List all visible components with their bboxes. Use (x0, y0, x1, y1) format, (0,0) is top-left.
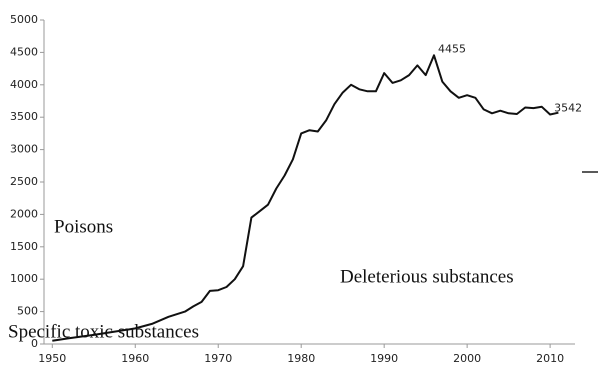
y-tick-label: 4500 (10, 45, 38, 58)
y-tick-label: 0 (31, 337, 38, 350)
x-tick-label: 1960 (121, 352, 149, 365)
data-label: 3542 (554, 101, 582, 114)
series-line (52, 54, 559, 342)
y-tick-label: 4000 (10, 78, 38, 91)
y-tick-label: 1500 (10, 240, 38, 253)
y-tick-label: 5000 (10, 13, 38, 26)
data-label: 4455 (438, 42, 466, 55)
x-tick-label: 2000 (453, 352, 481, 365)
x-tick-label: 1950 (38, 352, 66, 365)
annotation: Deleterious substances (340, 266, 514, 287)
x-tick-label: 2010 (536, 352, 564, 365)
x-tick-label: 1970 (204, 352, 232, 365)
y-tick-label: 3500 (10, 110, 38, 123)
annotation: Specific toxic substances (8, 321, 199, 342)
x-tick-label: 1990 (370, 352, 398, 365)
annotation: Poisons (54, 216, 113, 237)
x-tick-label: 1980 (287, 352, 315, 365)
y-tick-label: 1000 (10, 272, 38, 285)
y-tick-label: 3000 (10, 143, 38, 156)
y-tick-label: 2000 (10, 207, 38, 220)
y-tick-label: 2500 (10, 175, 38, 188)
y-tick-label: 500 (17, 305, 38, 318)
